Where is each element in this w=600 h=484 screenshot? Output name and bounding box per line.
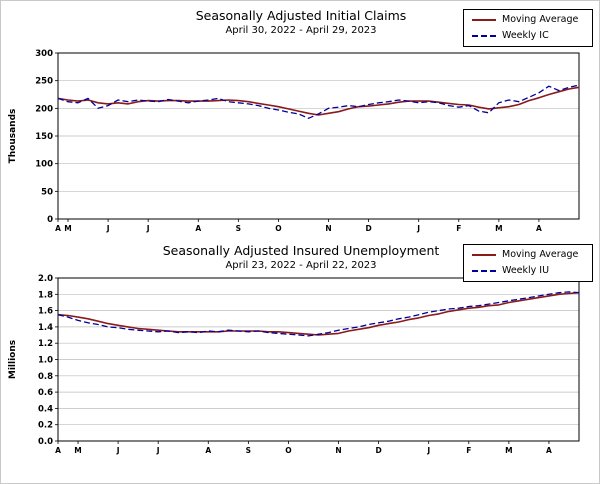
- svg-text:2.0: 2.0: [38, 274, 53, 284]
- insured-unemployment-plot: 0.0 0.2 0.4 0.6 0.8 1.0 1.2 1.4 1.6 1.8 2.0 A M J J A S O…: [8, 274, 580, 455]
- chart-subtitle: April 23, 2022 - April 22, 2023: [225, 260, 377, 271]
- svg-text:0.4: 0.4: [38, 404, 53, 414]
- svg-text:N: N: [335, 446, 341, 455]
- dashed-line-icon: [472, 35, 496, 37]
- svg-text:1.4: 1.4: [38, 323, 53, 333]
- insured-unemployment-chart: Seasonally Adjusted Insured Unemployment…: [1, 243, 599, 483]
- solid-line-icon: [472, 254, 496, 256]
- legend: Moving Average Weekly IU: [463, 244, 593, 282]
- svg-text:150: 150: [35, 132, 53, 142]
- legend-label: Weekly IC: [502, 30, 549, 41]
- svg-text:1.6: 1.6: [38, 307, 53, 317]
- svg-text:Millions: Millions: [8, 340, 18, 379]
- svg-text:D: D: [375, 446, 381, 455]
- chart-title: Seasonally Adjusted Insured Unemployment: [162, 243, 440, 258]
- svg-text:M: M: [64, 224, 71, 233]
- svg-text:1.8: 1.8: [38, 290, 53, 300]
- svg-text:0.0: 0.0: [38, 437, 53, 447]
- svg-text:100: 100: [35, 160, 53, 170]
- svg-text:F: F: [456, 224, 461, 233]
- svg-text:A: A: [205, 446, 211, 455]
- svg-text:N: N: [325, 224, 331, 233]
- svg-text:0.6: 0.6: [38, 388, 53, 398]
- svg-text:50: 50: [41, 187, 53, 197]
- chart-title: Seasonally Adjusted Initial Claims: [195, 8, 407, 23]
- svg-text:S: S: [236, 224, 241, 233]
- initial-claims-chart: Seasonally Adjusted Initial Claims April…: [1, 1, 599, 243]
- legend-item-weekly-ic: Weekly IC: [472, 31, 584, 41]
- solid-line-icon: [472, 19, 496, 21]
- svg-text:J: J: [156, 446, 160, 455]
- svg-text:0.8: 0.8: [38, 372, 53, 382]
- svg-text:Thousands: Thousands: [8, 109, 18, 164]
- legend-label: Weekly IU: [502, 265, 550, 276]
- svg-text:J: J: [116, 446, 120, 455]
- legend-item-moving-average: Moving Average: [472, 15, 584, 25]
- svg-text:M: M: [505, 446, 512, 455]
- svg-text:D: D: [365, 224, 371, 233]
- svg-text:1.2: 1.2: [38, 339, 53, 349]
- svg-text:A: A: [546, 446, 552, 455]
- svg-text:A: A: [55, 224, 61, 233]
- svg-text:M: M: [495, 224, 502, 233]
- svg-text:J: J: [416, 224, 420, 233]
- svg-text:S: S: [246, 446, 251, 455]
- svg-text:J: J: [426, 446, 430, 455]
- svg-text:M: M: [74, 446, 81, 455]
- legend-item-moving-average: Moving Average: [472, 250, 584, 260]
- svg-text:A: A: [195, 224, 201, 233]
- legend-label: Moving Average: [502, 14, 579, 25]
- svg-text:1.0: 1.0: [38, 356, 53, 366]
- svg-text:300: 300: [35, 49, 53, 59]
- svg-text:200: 200: [35, 104, 53, 114]
- svg-text:O: O: [275, 224, 281, 233]
- dashed-line-icon: [472, 270, 496, 272]
- svg-text:A: A: [536, 224, 542, 233]
- svg-text:F: F: [466, 446, 471, 455]
- svg-text:O: O: [285, 446, 291, 455]
- legend-label: Moving Average: [502, 249, 579, 260]
- svg-text:0.2: 0.2: [38, 421, 53, 431]
- legend: Moving Average Weekly IC: [463, 9, 593, 47]
- chart-subtitle: April 30, 2022 - April 29, 2023: [225, 25, 377, 36]
- svg-text:250: 250: [35, 77, 53, 87]
- legend-item-weekly-iu: Weekly IU: [472, 266, 584, 276]
- svg-text:J: J: [146, 224, 150, 233]
- svg-text:J: J: [106, 224, 110, 233]
- svg-text:A: A: [55, 446, 61, 455]
- svg-text:0: 0: [47, 215, 53, 225]
